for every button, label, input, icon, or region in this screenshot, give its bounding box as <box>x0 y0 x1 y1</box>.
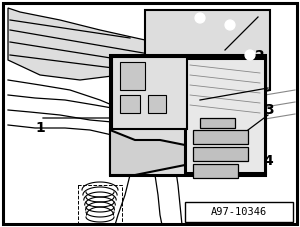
Text: 3: 3 <box>264 103 273 117</box>
Circle shape <box>195 13 205 23</box>
Bar <box>120 62 145 90</box>
Bar <box>110 55 265 175</box>
Bar <box>185 202 293 222</box>
Circle shape <box>225 20 235 30</box>
Text: 2: 2 <box>255 49 264 63</box>
Bar <box>112 57 187 129</box>
Circle shape <box>245 50 255 60</box>
Polygon shape <box>145 10 270 95</box>
Bar <box>193 147 248 161</box>
Polygon shape <box>110 130 185 175</box>
Text: 1: 1 <box>36 121 45 135</box>
Bar <box>193 164 238 178</box>
Text: A97-10346: A97-10346 <box>211 207 267 217</box>
Text: 4: 4 <box>264 154 273 168</box>
Bar <box>185 58 265 173</box>
Bar <box>120 95 140 113</box>
Bar <box>200 118 235 128</box>
Bar <box>148 95 166 113</box>
Polygon shape <box>8 8 145 80</box>
Bar <box>193 130 248 144</box>
